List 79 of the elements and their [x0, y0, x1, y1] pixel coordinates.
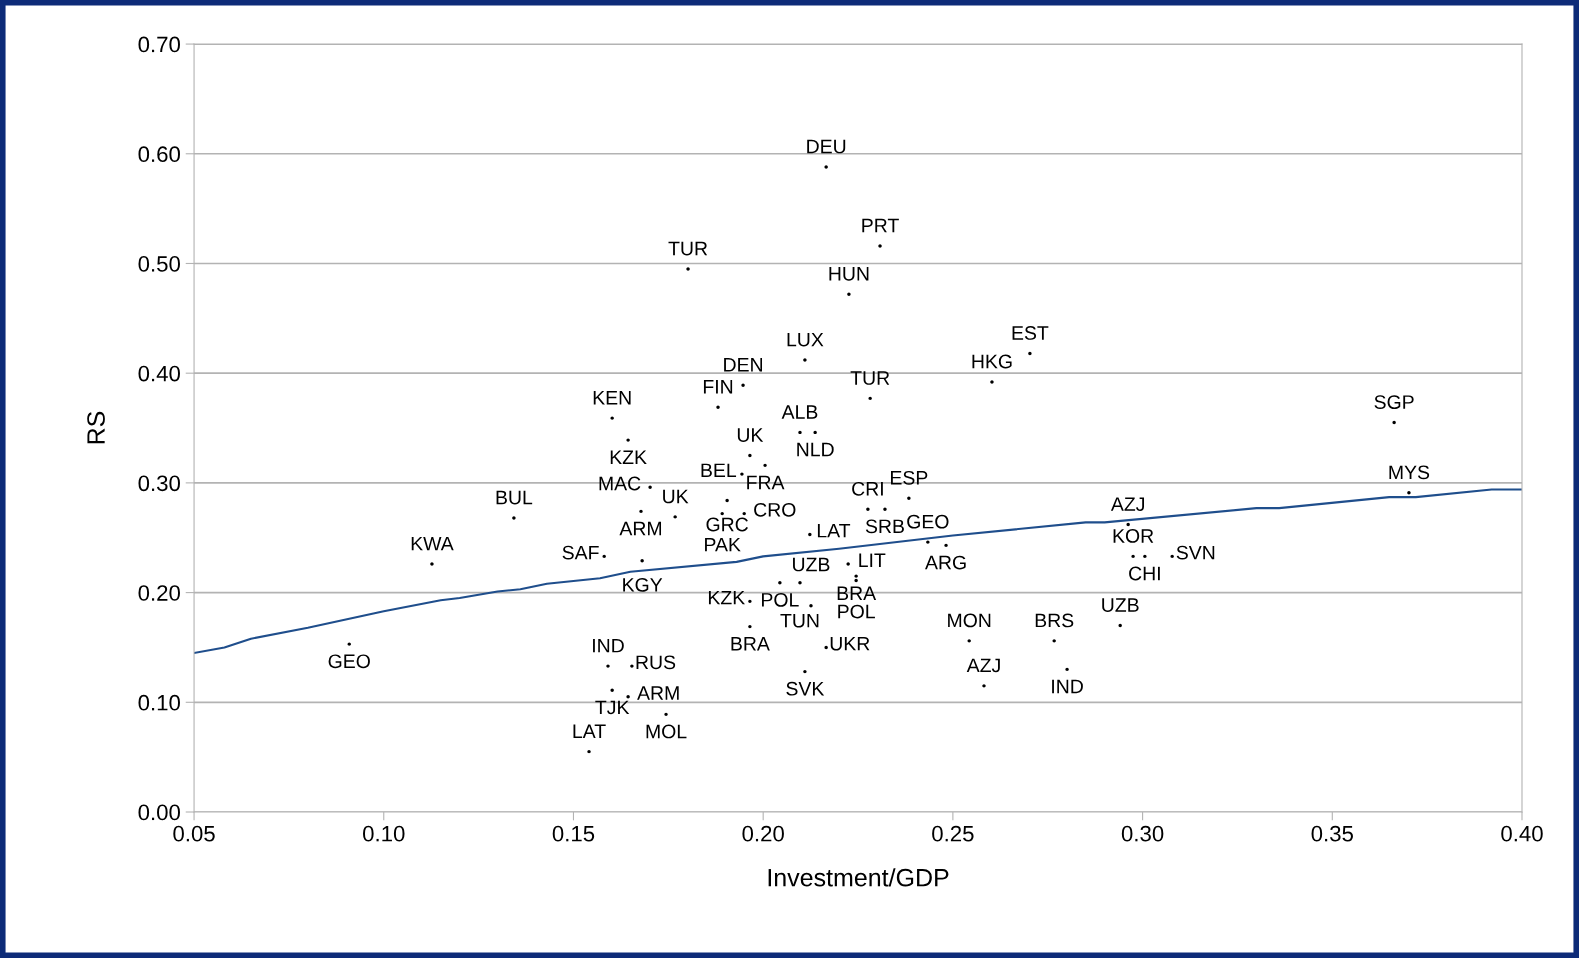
- x-tick-label: 0.30: [1121, 825, 1164, 842]
- data-label: TUN: [780, 613, 819, 628]
- data-label: KOR: [1113, 529, 1154, 543]
- data-label: KGY: [623, 577, 663, 592]
- data-label: AZJ: [1110, 497, 1145, 512]
- data-label: ESP: [891, 470, 928, 485]
- data-label: ARG: [925, 555, 966, 570]
- data-label: SGP: [1374, 395, 1414, 409]
- x-axis-title: Investment/GDP: [768, 868, 949, 887]
- data-label: SRB: [865, 519, 904, 534]
- data-label: TUR: [850, 371, 890, 385]
- data-label: UK: [737, 428, 764, 442]
- y-tick-label: 0.40: [138, 365, 180, 382]
- data-label: CRO: [754, 502, 796, 517]
- data-label: SVN: [1176, 545, 1215, 560]
- data-label: ARM: [619, 521, 662, 536]
- data-label: FRA: [747, 475, 785, 490]
- data-label: LAT: [573, 724, 606, 738]
- data-label: LIT: [859, 553, 886, 567]
- data-label: UZB: [1102, 598, 1139, 612]
- data-label: HKG: [972, 354, 1012, 369]
- x-tick-label: 0.35: [1311, 825, 1353, 842]
- data-label: SAF: [562, 545, 599, 560]
- data-label: MYS: [1389, 465, 1430, 480]
- data-label: KWA: [411, 536, 454, 551]
- data-label: IND: [1052, 679, 1083, 694]
- data-label: ALB: [781, 405, 818, 419]
- y-tick-label: 0.30: [138, 475, 180, 492]
- data-label: UZB: [793, 557, 830, 572]
- data-label: AZJ: [966, 658, 1000, 673]
- y-axis-title: RS: [87, 411, 105, 444]
- data-label: BEL: [701, 463, 737, 478]
- x-tick-label: 0.20: [742, 825, 784, 842]
- data-label: CRI: [852, 481, 883, 496]
- data-label: FIN: [703, 380, 733, 394]
- data-label: KEN: [593, 391, 631, 405]
- data-label: PRT: [862, 218, 899, 233]
- data-label: EST: [1012, 326, 1049, 340]
- x-tick-label: 0.40: [1501, 825, 1543, 842]
- data-label: MAC: [599, 476, 641, 491]
- x-tick-label: 0.05: [173, 825, 215, 842]
- data-label: UKR: [830, 636, 870, 651]
- data-label: RUS: [636, 655, 676, 670]
- data-label: BRS: [1035, 613, 1074, 628]
- y-tick-label: 0.50: [138, 256, 180, 272]
- data-label: PAK: [705, 537, 741, 552]
- y-tick-label: 0.60: [138, 146, 180, 163]
- data-label: UK: [663, 489, 689, 504]
- data-label: IND: [593, 638, 624, 653]
- data-label: BRA: [731, 637, 770, 651]
- data-label: GRC: [706, 517, 748, 532]
- data-label: BRA: [837, 586, 877, 600]
- data-label: KZK: [708, 590, 745, 605]
- x-tick-label: 0.10: [363, 825, 405, 842]
- data-label: MON: [948, 613, 991, 628]
- data-label: DEU: [807, 139, 846, 154]
- data-label: CHI: [1129, 566, 1160, 581]
- data-label: TJK: [595, 700, 630, 715]
- data-label: HUN: [829, 267, 869, 281]
- data-label: LUX: [787, 332, 824, 347]
- data-label: MOL: [646, 724, 687, 739]
- data-label: LAT: [817, 523, 851, 538]
- data-label: GEO: [907, 514, 949, 529]
- data-label: ARM: [637, 686, 679, 700]
- data-label: KZK: [610, 450, 647, 464]
- data-label: POL: [838, 604, 875, 619]
- y-tick-label: 0.20: [138, 585, 180, 601]
- data-label: SVK: [786, 681, 825, 696]
- data-label: DEN: [724, 358, 763, 372]
- y-tick-label: 0.00: [138, 804, 180, 821]
- data-label: GEO: [328, 654, 370, 669]
- data-label: BUL: [496, 490, 533, 505]
- data-label: TUR: [668, 241, 708, 256]
- y-tick-label: 0.10: [138, 694, 180, 711]
- data-label: POL: [762, 592, 799, 607]
- y-tick-label: 0.70: [138, 36, 180, 53]
- x-tick-label: 0.25: [932, 825, 974, 842]
- data-label: NLD: [797, 442, 834, 457]
- x-tick-label: 0.15: [552, 825, 595, 842]
